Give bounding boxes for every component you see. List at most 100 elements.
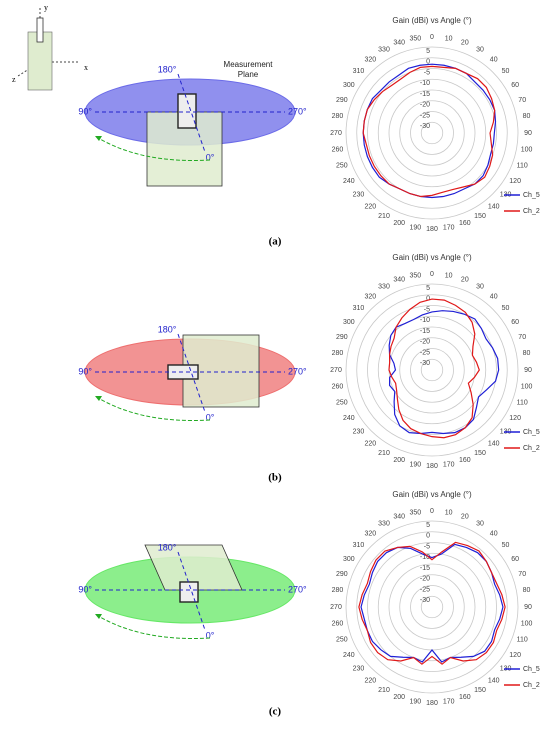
- theta-tick-label: 210: [378, 687, 390, 694]
- theta-tick-label: 40: [490, 530, 498, 537]
- theta-tick-label: 70: [518, 571, 526, 578]
- theta-tick-label: 40: [490, 293, 498, 300]
- rotation-arrowhead: [95, 614, 102, 619]
- theta-tick-label: 340: [393, 277, 405, 284]
- caption: (b): [268, 472, 282, 484]
- theta-tick-label: 10: [445, 509, 453, 516]
- theta-tick-label: 120: [509, 415, 521, 422]
- theta-tick-label: 10: [445, 35, 453, 42]
- theta-tick-label: 230: [353, 666, 365, 673]
- chart-title: Gain (dBi) vs Angle (°): [392, 490, 472, 499]
- rotation-arrow: [94, 135, 211, 161]
- angle-label: 0°: [206, 152, 215, 162]
- device-sketch: [36, 17, 44, 43]
- theta-tick-label: 350: [409, 509, 421, 516]
- legend-label: Ch_2: [523, 208, 540, 215]
- angle-label: 270°: [288, 106, 307, 116]
- theta-tick-label: 350: [409, 35, 421, 42]
- caption: (c): [269, 706, 282, 718]
- r-tick-label: -20: [420, 339, 430, 346]
- grid-ring: [388, 326, 476, 414]
- theta-tick-label: 110: [517, 637, 528, 644]
- angle-label: 90°: [78, 106, 92, 116]
- r-tick-label: -5: [424, 543, 430, 550]
- theta-tick-label: 280: [332, 587, 344, 594]
- r-tick-label: -10: [420, 554, 430, 561]
- angle-label: 0°: [206, 630, 215, 640]
- theta-tick-label: 180: [426, 226, 438, 233]
- grid-ring: [345, 283, 519, 457]
- theta-tick-label: 20: [461, 514, 469, 521]
- theta-tick-label: 60: [511, 556, 519, 563]
- grid-ring: [356, 294, 508, 446]
- grid-ring: [410, 585, 454, 629]
- angle-label: 270°: [288, 366, 307, 376]
- theta-tick-label: 120: [509, 652, 521, 659]
- theta-tick-label: 190: [409, 698, 421, 705]
- r-tick-label: 0: [426, 59, 430, 66]
- grid-ring: [410, 348, 454, 392]
- theta-tick-label: 340: [393, 514, 405, 521]
- theta-tick-label: 300: [343, 319, 355, 326]
- rotation-arrow: [94, 395, 211, 421]
- r-tick-label: -25: [420, 349, 430, 356]
- legend-label: Ch_5: [523, 429, 540, 436]
- theta-tick-label: 90: [524, 130, 532, 137]
- theta-tick-label: 0: [430, 271, 434, 278]
- plane-label: Measurement Plane: [223, 60, 273, 79]
- grid-ring: [410, 111, 454, 155]
- r-tick-label: -10: [420, 80, 430, 87]
- theta-tick-label: 140: [488, 677, 500, 684]
- theta-tick-label: 170: [443, 698, 455, 705]
- theta-tick-label: 200: [393, 457, 405, 464]
- theta-tick-label: 260: [332, 621, 344, 628]
- theta-tick-label: 320: [364, 530, 376, 537]
- grid-ring: [399, 337, 465, 403]
- theta-tick-label: 170: [443, 224, 455, 231]
- theta-tick-label: 200: [393, 694, 405, 701]
- theta-tick-label: 80: [523, 113, 531, 120]
- theta-tick-label: 350: [409, 272, 421, 279]
- theta-tick-label: 310: [353, 305, 365, 312]
- grid-ring: [388, 563, 476, 651]
- angle-label: 180°: [158, 64, 177, 74]
- axis-label: z: [12, 75, 16, 84]
- theta-tick-label: 100: [521, 384, 533, 391]
- r-tick-label: -15: [420, 91, 430, 98]
- theta-tick-label: 190: [409, 224, 421, 231]
- theta-tick-label: 150: [474, 213, 486, 220]
- theta-tick-label: 30: [476, 284, 484, 291]
- theta-tick-label: 200: [393, 220, 405, 227]
- theta-tick-label: 260: [332, 384, 344, 391]
- theta-tick-label: 330: [378, 284, 390, 291]
- theta-tick-label: 60: [511, 319, 519, 326]
- theta-tick-label: 320: [364, 56, 376, 63]
- board: [182, 334, 260, 408]
- theta-tick-label: 220: [364, 677, 376, 684]
- r-tick-label: 0: [426, 533, 430, 540]
- chart-title: Gain (dBi) vs Angle (°): [392, 16, 472, 25]
- r-tick-label: 0: [426, 296, 430, 303]
- theta-tick-label: 250: [336, 163, 348, 170]
- series-line: [358, 541, 506, 665]
- theta-tick-label: 310: [353, 68, 365, 75]
- grid-ring: [367, 305, 497, 435]
- legend-label: Ch_2: [523, 682, 540, 689]
- theta-tick-label: 300: [343, 556, 355, 563]
- theta-tick-label: 230: [353, 429, 365, 436]
- device: [179, 581, 199, 603]
- r-tick-label: -25: [420, 586, 430, 593]
- chart-title: Gain (dBi) vs Angle (°): [392, 253, 472, 262]
- theta-tick-label: 30: [476, 521, 484, 528]
- r-tick-label: 5: [426, 522, 430, 529]
- angle-label: 180°: [158, 324, 177, 334]
- theta-tick-label: 220: [364, 203, 376, 210]
- legend-label: Ch_5: [523, 666, 540, 673]
- grid-ring: [356, 531, 508, 683]
- series-line: [362, 63, 497, 199]
- theta-tick-label: 250: [336, 637, 348, 644]
- theta-tick-label: 290: [336, 97, 348, 104]
- theta-tick-label: 80: [523, 350, 531, 357]
- grid-ring: [377, 78, 487, 188]
